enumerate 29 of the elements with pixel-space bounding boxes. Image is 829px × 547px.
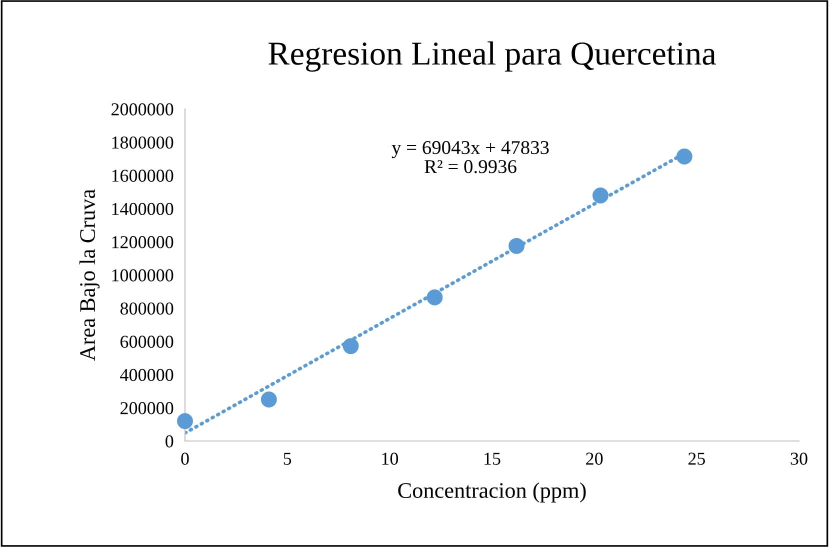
x-tick-label: 0 [181,452,189,465]
y-tick-label: 800000 [120,302,174,315]
point [508,238,525,254]
point [342,338,359,354]
y-tick-label: 1400000 [112,202,174,216]
y-tick-label: 1600000 [112,170,174,182]
y-tick-label: 0 [166,435,174,448]
y-tick-label: 2000000 [111,103,174,116]
annotation: y = 69043x + 47833 R² = 0.9936 [392,141,549,174]
y-tick-label: 1800000 [112,136,174,149]
y-tick-label: 200000 [120,402,174,414]
x-tick-label: 20 [586,452,603,465]
point [177,413,193,430]
chart-title: Regresion Lineal para Quercetina [268,41,716,72]
y-axis-title: Area Bajo la Cruva [79,189,100,361]
point [676,148,692,164]
point [592,188,608,204]
x-tick-label: 15 [484,452,500,465]
x-axis-title: Concentracion (ppm) [398,482,586,503]
y-tick-label: 1000000 [112,269,174,282]
point [260,392,277,408]
x-tick-label: 30 [790,452,808,465]
x-tick-label: 10 [382,452,398,465]
point [426,289,443,306]
x-tick-label: 5 [284,452,292,465]
y-tick-label: 400000 [120,368,174,382]
y-tick-label: 600000 [120,336,174,348]
y-tick-label: 1200000 [112,236,174,248]
x-tick-label: 25 [688,452,705,465]
